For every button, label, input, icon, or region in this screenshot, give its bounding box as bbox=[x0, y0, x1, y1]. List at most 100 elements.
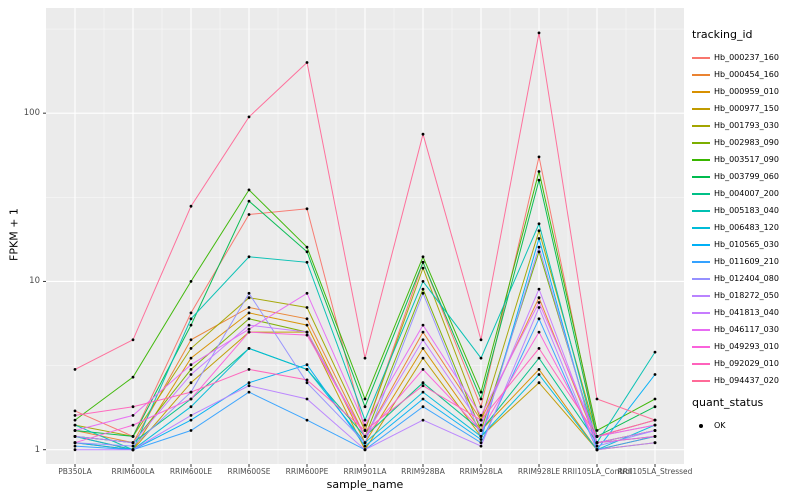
line-swatch-icon bbox=[692, 51, 710, 64]
legend-item: Hb_000454_160 bbox=[692, 66, 798, 83]
data-point bbox=[537, 245, 541, 249]
data-point bbox=[189, 280, 193, 283]
legend-item: Hb_010565_030 bbox=[692, 236, 798, 253]
x-axis-title: sample_name bbox=[326, 478, 404, 491]
x-tick-label: RRIM901LA bbox=[343, 467, 387, 476]
data-point bbox=[479, 441, 483, 445]
data-point bbox=[247, 384, 251, 388]
x-tick-label: PB350LA bbox=[58, 467, 92, 476]
legend-item-label: Hb_000454_160 bbox=[714, 70, 779, 79]
data-point bbox=[305, 381, 309, 385]
data-point bbox=[537, 373, 541, 376]
data-point bbox=[537, 222, 541, 226]
legend-item: Hb_004007_200 bbox=[692, 185, 798, 202]
line-swatch-icon bbox=[692, 136, 710, 149]
data-point bbox=[421, 384, 425, 388]
data-point bbox=[189, 317, 193, 321]
data-point bbox=[189, 373, 193, 376]
data-point bbox=[421, 287, 425, 291]
legend-item: Hb_001793_030 bbox=[692, 117, 798, 134]
legend-item: Hb_003799_060 bbox=[692, 168, 798, 185]
data-point bbox=[595, 444, 599, 448]
legend-item: Hb_011609_210 bbox=[692, 253, 798, 270]
x-tick-label: RRIM600LA bbox=[111, 467, 155, 476]
data-point bbox=[189, 405, 193, 409]
x-tick-label: RRII105LA_Stressed bbox=[617, 467, 693, 476]
data-point bbox=[537, 178, 541, 182]
data-point bbox=[189, 368, 193, 371]
data-point bbox=[189, 204, 193, 208]
legend-item: Hb_005183_040 bbox=[692, 202, 798, 219]
data-point bbox=[131, 338, 135, 342]
data-point bbox=[73, 368, 77, 371]
data-point bbox=[247, 381, 251, 385]
data-point bbox=[131, 448, 135, 452]
legend-item-label: Hb_094437_020 bbox=[714, 376, 779, 385]
line-swatch-icon bbox=[692, 323, 710, 336]
data-point bbox=[189, 338, 193, 342]
data-point bbox=[421, 323, 425, 327]
data-point bbox=[653, 373, 657, 376]
data-point bbox=[537, 170, 541, 173]
data-point bbox=[537, 229, 541, 233]
legend-item-label: Hb_003799_060 bbox=[714, 172, 779, 181]
data-point bbox=[653, 418, 657, 422]
legend-item: Hb_006483_120 bbox=[692, 219, 798, 236]
data-point bbox=[363, 444, 367, 448]
data-point bbox=[189, 390, 193, 394]
data-point bbox=[421, 418, 425, 422]
data-point bbox=[247, 323, 251, 327]
legend-item: Hb_012404_080 bbox=[692, 270, 798, 287]
data-point bbox=[363, 441, 367, 445]
line-swatch-icon bbox=[692, 119, 710, 132]
legend-quant-status: quant_status OK bbox=[692, 396, 798, 434]
line-swatch-icon bbox=[692, 85, 710, 98]
data-point bbox=[73, 418, 77, 422]
data-point bbox=[247, 317, 251, 321]
data-point bbox=[421, 280, 425, 283]
legend-item-label: Hb_000977_150 bbox=[714, 104, 779, 113]
legend-item: Hb_000237_160 bbox=[692, 49, 798, 66]
data-point bbox=[479, 435, 483, 438]
data-point bbox=[305, 245, 309, 249]
data-point bbox=[73, 429, 77, 432]
legend-item: Hb_000977_150 bbox=[692, 100, 798, 117]
line-swatch-icon bbox=[692, 68, 710, 81]
data-point bbox=[73, 444, 77, 448]
legend-item-label: Hb_005183_040 bbox=[714, 206, 779, 215]
line-swatch-icon bbox=[692, 204, 710, 217]
line-swatch-icon bbox=[692, 272, 710, 285]
data-point bbox=[363, 423, 367, 427]
data-point bbox=[305, 330, 309, 334]
x-tick-label: RRIM600PE bbox=[285, 467, 329, 476]
legend-item-label: Hb_002983_090 bbox=[714, 138, 779, 147]
data-point bbox=[247, 115, 251, 119]
data-point bbox=[305, 260, 309, 264]
line-swatch-icon bbox=[692, 170, 710, 183]
data-point bbox=[479, 418, 483, 422]
data-point bbox=[537, 296, 541, 300]
data-point bbox=[189, 429, 193, 432]
data-point bbox=[595, 441, 599, 445]
data-point bbox=[305, 368, 309, 371]
data-point bbox=[305, 397, 309, 401]
data-point bbox=[421, 368, 425, 371]
legend-item: Hb_049293_010 bbox=[692, 338, 798, 355]
x-tick-label: RRIM928LA bbox=[459, 467, 503, 476]
data-point bbox=[189, 418, 193, 422]
data-point bbox=[363, 405, 367, 409]
data-point bbox=[537, 155, 541, 159]
data-point bbox=[131, 444, 135, 448]
data-point bbox=[247, 291, 251, 295]
line-swatch-icon bbox=[692, 289, 710, 302]
data-point bbox=[305, 333, 309, 337]
y-tick-label: 100 bbox=[23, 108, 40, 118]
legend2-title: quant_status bbox=[692, 396, 764, 409]
data-point bbox=[479, 429, 483, 432]
data-point bbox=[421, 132, 425, 136]
data-point bbox=[479, 338, 483, 342]
data-point bbox=[653, 405, 657, 409]
data-point bbox=[653, 441, 657, 445]
legend-title: tracking_id bbox=[692, 28, 753, 41]
legend-tracking-id: tracking_id Hb_000237_160 Hb_000454_160 Hb… bbox=[692, 28, 798, 389]
